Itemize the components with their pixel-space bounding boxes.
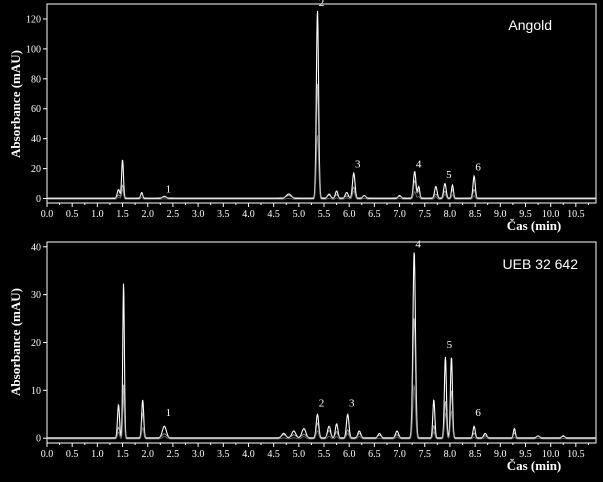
peak-label: 2 [319,397,325,409]
x-tick-label: 9.5 [519,449,532,460]
x-tick-label: 6.5 [368,209,381,220]
x-tick-label: 1.0 [91,449,104,460]
x-tick-label: 5.0 [293,209,306,220]
peak-label: 6 [475,407,481,419]
x-tick-label: 3.5 [217,209,230,220]
x-tick-label: 9.0 [494,209,507,220]
peak-label: 6 [475,162,481,174]
x-tick-label: 2.5 [167,449,180,460]
axis-ticks-angold: 0.0 0.5 1.0 1.5 2.0 2.5 3.0 3.5 4.0 4.5 5.0 5.5 6.0 6… [26,14,589,220]
peak-labels-ueb: 1 2 3 4 5 6 [166,239,482,419]
x-tick-label: 7.5 [419,209,432,220]
y-tick-label: 30 [31,290,41,301]
chromatogram-trace [47,383,596,440]
y-tick-label: 0 [36,194,41,205]
x-tick-label: 4.5 [267,209,280,220]
axis-ticks-ueb: 0.0 0.5 1.0 1.5 2.0 2.5 3.0 3.5 4.0 4.5 5.0 5.5 6.0 6… [31,242,589,460]
x-tick-label: 5.5 [318,449,331,460]
x-tick-label: 0.0 [41,209,54,220]
x-axis-label-angold: Čas (min) [507,218,562,233]
x-tick-label: 9.5 [519,209,532,220]
x-tick-label: 4.0 [242,209,255,220]
x-tick-label: 10.0 [542,449,560,460]
peak-label: 5 [447,339,453,351]
peak-label: 2 [319,0,325,9]
peak-label: 4 [415,239,421,251]
chromatogram-trace [47,318,596,438]
plot-frame-angold [46,3,597,204]
chart-title-ueb: UEB 32 642 [503,256,579,272]
x-tick-label: 9.0 [494,449,507,460]
x-tick-label: 10.5 [567,209,585,220]
x-tick-label: 10.0 [542,209,560,220]
x-tick-label: 3.0 [192,449,205,460]
y-tick-label: 120 [26,14,41,25]
x-tick-label: 7.0 [393,449,406,460]
peak-label: 1 [166,407,172,419]
traces-angold [47,10,596,200]
peak-label: 3 [355,159,361,171]
chromatogram-trace [47,83,596,199]
y-axis-label-ueb: Absorbance (mAU) [8,288,23,396]
x-tick-label: 8.5 [469,209,482,220]
y-tick-label: 60 [31,104,41,115]
peak-label: 1 [166,184,172,196]
x-tick-label: 7.0 [393,209,406,220]
x-tick-label: 5.0 [293,449,306,460]
x-axis-label-ueb: Čas (min) [507,458,562,473]
x-tick-label: 3.5 [217,449,230,460]
chromatogram-trace [47,135,596,200]
y-tick-label: 40 [31,134,41,145]
y-tick-label: 80 [31,74,41,85]
x-tick-label: 8.5 [469,449,482,460]
x-tick-label: 4.5 [267,449,280,460]
x-tick-label: 0.0 [41,449,54,460]
x-tick-label: 1.5 [116,449,129,460]
chromatogram-trace [47,10,596,200]
peak-labels-angold: 1 2 3 4 5 6 [166,0,482,196]
x-tick-label: 2.5 [167,209,180,220]
chart-panel-ueb: UEB 32 642 Absorbance (mAU) Čas (min) 0.… [8,239,597,473]
y-tick-label: 10 [31,386,41,397]
y-tick-label: 20 [31,164,41,175]
traces-ueb [47,252,596,440]
y-tick-label: 100 [26,44,41,55]
chart-title-angold: Angold [508,17,552,33]
chart-panel-angold: Angold Absorbance (mAU) Čas (min) 0.0 0.5… [8,0,597,233]
x-tick-label: 4.0 [242,449,255,460]
x-tick-label: 2.0 [141,449,154,460]
x-tick-label: 5.5 [318,209,331,220]
x-tick-label: 2.0 [141,209,154,220]
x-tick-label: 3.0 [192,209,205,220]
y-tick-label: 20 [31,338,41,349]
chromatogram-trace [47,252,596,439]
y-tick-label: 0 [36,434,41,445]
x-tick-label: 7.5 [419,449,432,460]
peak-label: 3 [349,397,355,409]
x-tick-label: 10.5 [567,449,585,460]
y-axis-label-angold: Absorbance (mAU) [8,50,23,158]
x-tick-label: 0.5 [66,209,79,220]
peak-label: 5 [446,169,452,181]
x-tick-label: 8.0 [444,209,457,220]
x-tick-label: 6.0 [343,209,356,220]
x-tick-label: 0.5 [66,449,79,460]
x-tick-label: 8.0 [444,449,457,460]
x-tick-label: 6.0 [343,449,356,460]
x-tick-label: 1.5 [116,209,129,220]
peak-label: 4 [416,159,422,171]
y-tick-label: 40 [31,242,41,253]
x-tick-label: 1.0 [91,209,104,220]
x-tick-label: 6.5 [368,449,381,460]
